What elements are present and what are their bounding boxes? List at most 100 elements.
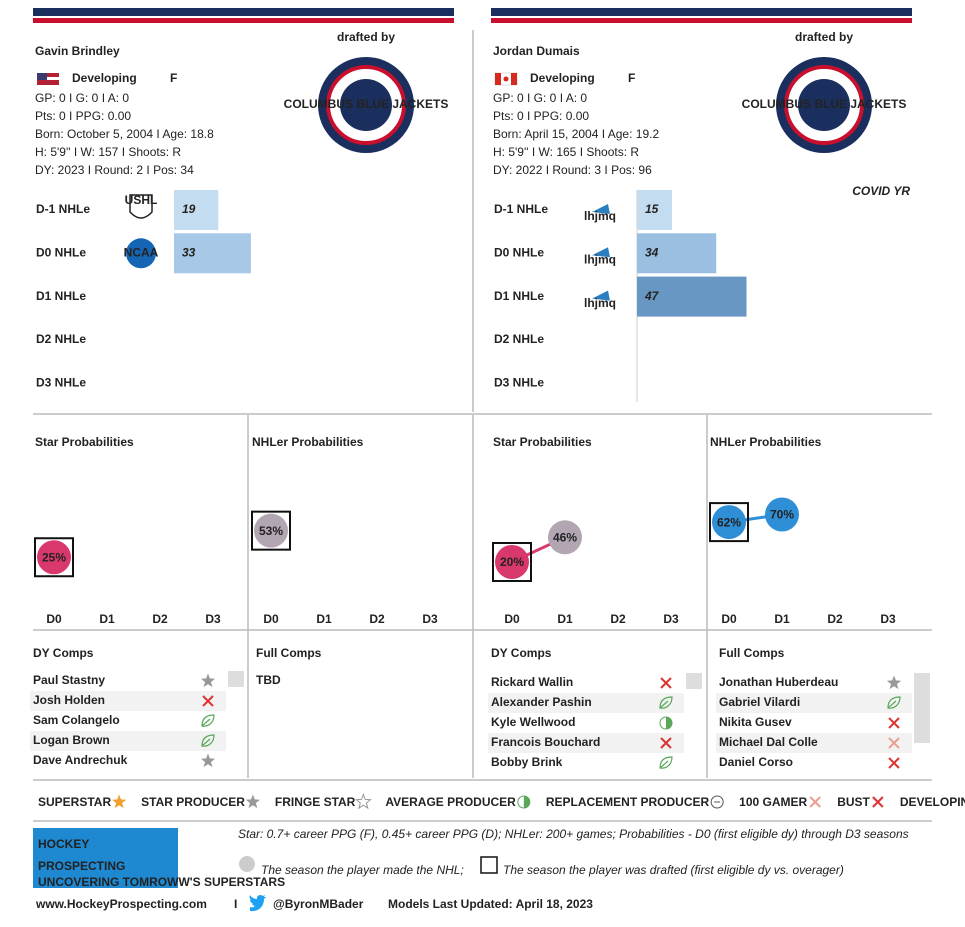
flag xyxy=(495,73,501,85)
legend-label: DEVELOPING xyxy=(900,795,965,809)
league-logo xyxy=(592,247,610,258)
league-logo xyxy=(126,238,156,269)
frame xyxy=(33,30,932,822)
stat-line: Pts: 0 I PPG: 0.00 xyxy=(493,109,589,123)
nhle-label: D-1 NHLe xyxy=(36,202,90,216)
brand-logo-text: PROSPECTING xyxy=(38,859,125,873)
prob-label: 53% xyxy=(259,524,283,538)
league-logo xyxy=(592,204,610,214)
x-label: D2 xyxy=(369,612,385,626)
row-bg xyxy=(30,691,226,711)
nhle-bar xyxy=(174,233,251,274)
comps-title: Full Comps xyxy=(256,646,322,660)
nhle-value: 34 xyxy=(645,245,659,259)
row-bg xyxy=(488,733,684,753)
prob-label: 62% xyxy=(717,515,741,529)
definition: Star: 0.7+ career PPG (F), 0.45+ career … xyxy=(238,827,909,841)
drafted-by: drafted by xyxy=(337,30,395,44)
comp-name: Alexander Pashin xyxy=(491,695,592,709)
prob-point xyxy=(254,513,288,548)
stripe xyxy=(491,8,912,16)
comps-title: Full Comps xyxy=(719,646,785,660)
comps-title: DY Comps xyxy=(491,646,552,660)
prob-label: 25% xyxy=(42,550,66,564)
team-logo-text: COLUMBUS BLUE JACKETS xyxy=(284,97,449,111)
x-label: D1 xyxy=(774,612,790,626)
comp-name: Michael Dal Colle xyxy=(719,735,818,749)
nhle-label: D0 NHLe xyxy=(36,245,86,259)
comp-name: Sam Colangelo xyxy=(33,713,120,727)
prob-point xyxy=(37,540,71,575)
icon-leaf xyxy=(659,696,673,709)
legend-label: AVERAGE PRODUCER xyxy=(385,795,516,809)
league-logo-text: NCAA xyxy=(124,245,159,259)
nhle-bar xyxy=(637,233,717,274)
stat-line: H: 5'9'' I W: 165 I Shoots: R xyxy=(493,145,639,159)
flag xyxy=(511,73,517,85)
comp-name: Paul Stastny xyxy=(33,673,105,687)
comp-name: Logan Brown xyxy=(33,733,110,747)
legend-label: STAR PRODUCER xyxy=(141,795,245,809)
stat-line: Born: October 5, 2004 I Age: 18.8 xyxy=(35,127,214,141)
icon-star xyxy=(245,794,260,809)
panel-title: Star Probabilities xyxy=(35,435,134,449)
legend-label: BUST xyxy=(837,795,870,809)
icon-star xyxy=(354,793,372,810)
team-logo-text: COLUMBUS BLUE JACKETS xyxy=(742,97,907,111)
prob-point xyxy=(765,497,799,532)
comp-name: Josh Holden xyxy=(33,693,105,707)
stripe xyxy=(33,8,454,16)
legend-label: 100 GAMER xyxy=(739,795,807,809)
legend-circle xyxy=(239,856,255,872)
position: F xyxy=(170,71,177,85)
nhle-bar xyxy=(637,276,747,317)
drafted-by: drafted by xyxy=(795,30,853,44)
stat-line: DY: 2023 I Round: 2 I Pos: 34 xyxy=(35,163,194,177)
flag xyxy=(37,73,47,80)
icon-half xyxy=(523,796,530,808)
nhle-value: 15 xyxy=(645,202,659,216)
league-logo-text: lhjmq xyxy=(584,296,616,310)
stat-line: Born: April 15, 2004 I Age: 19.2 xyxy=(493,127,659,141)
brand-logo xyxy=(33,828,178,888)
nhle-label: D-1 NHLe xyxy=(494,202,548,216)
stripe xyxy=(491,18,912,23)
square-note: The season the player was drafted (first… xyxy=(503,863,844,877)
x-label: D3 xyxy=(880,612,896,626)
website[interactable]: www.HockeyProspecting.com xyxy=(35,897,207,911)
panel-title: Star Probabilities xyxy=(493,435,592,449)
stat-line: DY: 2022 I Round: 3 I Pos: 96 xyxy=(493,163,652,177)
comp-name: Gabriel Vilardi xyxy=(719,695,800,709)
icon-star xyxy=(112,794,127,809)
icon-x xyxy=(888,757,900,769)
nhle-value: 47 xyxy=(644,289,660,303)
stat-line: GP: 0 I G: 0 I A: 0 xyxy=(493,91,587,105)
nhle-bar xyxy=(637,190,672,230)
icon-leaf xyxy=(887,696,901,709)
prob-label: 46% xyxy=(553,530,577,544)
nhle-value: 19 xyxy=(182,202,196,216)
icon-minus xyxy=(710,795,724,809)
x-label: D2 xyxy=(827,612,843,626)
comp-name: Jonathan Huberdeau xyxy=(719,675,838,689)
icon-leaf xyxy=(659,756,673,769)
nhle-label: D0 NHLe xyxy=(494,245,544,259)
icon-x xyxy=(809,796,821,808)
x-label: D2 xyxy=(152,612,168,626)
prob-point xyxy=(712,505,746,540)
drafted-box xyxy=(34,537,74,578)
comp-name: Bobby Brink xyxy=(491,755,563,769)
twitter-bird xyxy=(249,894,266,912)
comp-name: Francois Bouchard xyxy=(491,735,600,749)
brand-logo-text: HOCKEY xyxy=(38,837,89,851)
nhle-bar xyxy=(174,190,219,230)
comp-name: Rickard Wallin xyxy=(491,675,573,689)
nhle-label: D1 NHLe xyxy=(36,289,86,303)
league-logo-text: lhjmq xyxy=(584,209,616,223)
comp-name: Kyle Wellwood xyxy=(491,715,575,729)
nhle-label: D2 NHLe xyxy=(494,332,544,346)
circle-note: The season the player made the NHL; xyxy=(261,863,464,877)
twitter-handle[interactable]: @ByronMBader xyxy=(273,897,364,911)
team-logo xyxy=(798,79,850,131)
